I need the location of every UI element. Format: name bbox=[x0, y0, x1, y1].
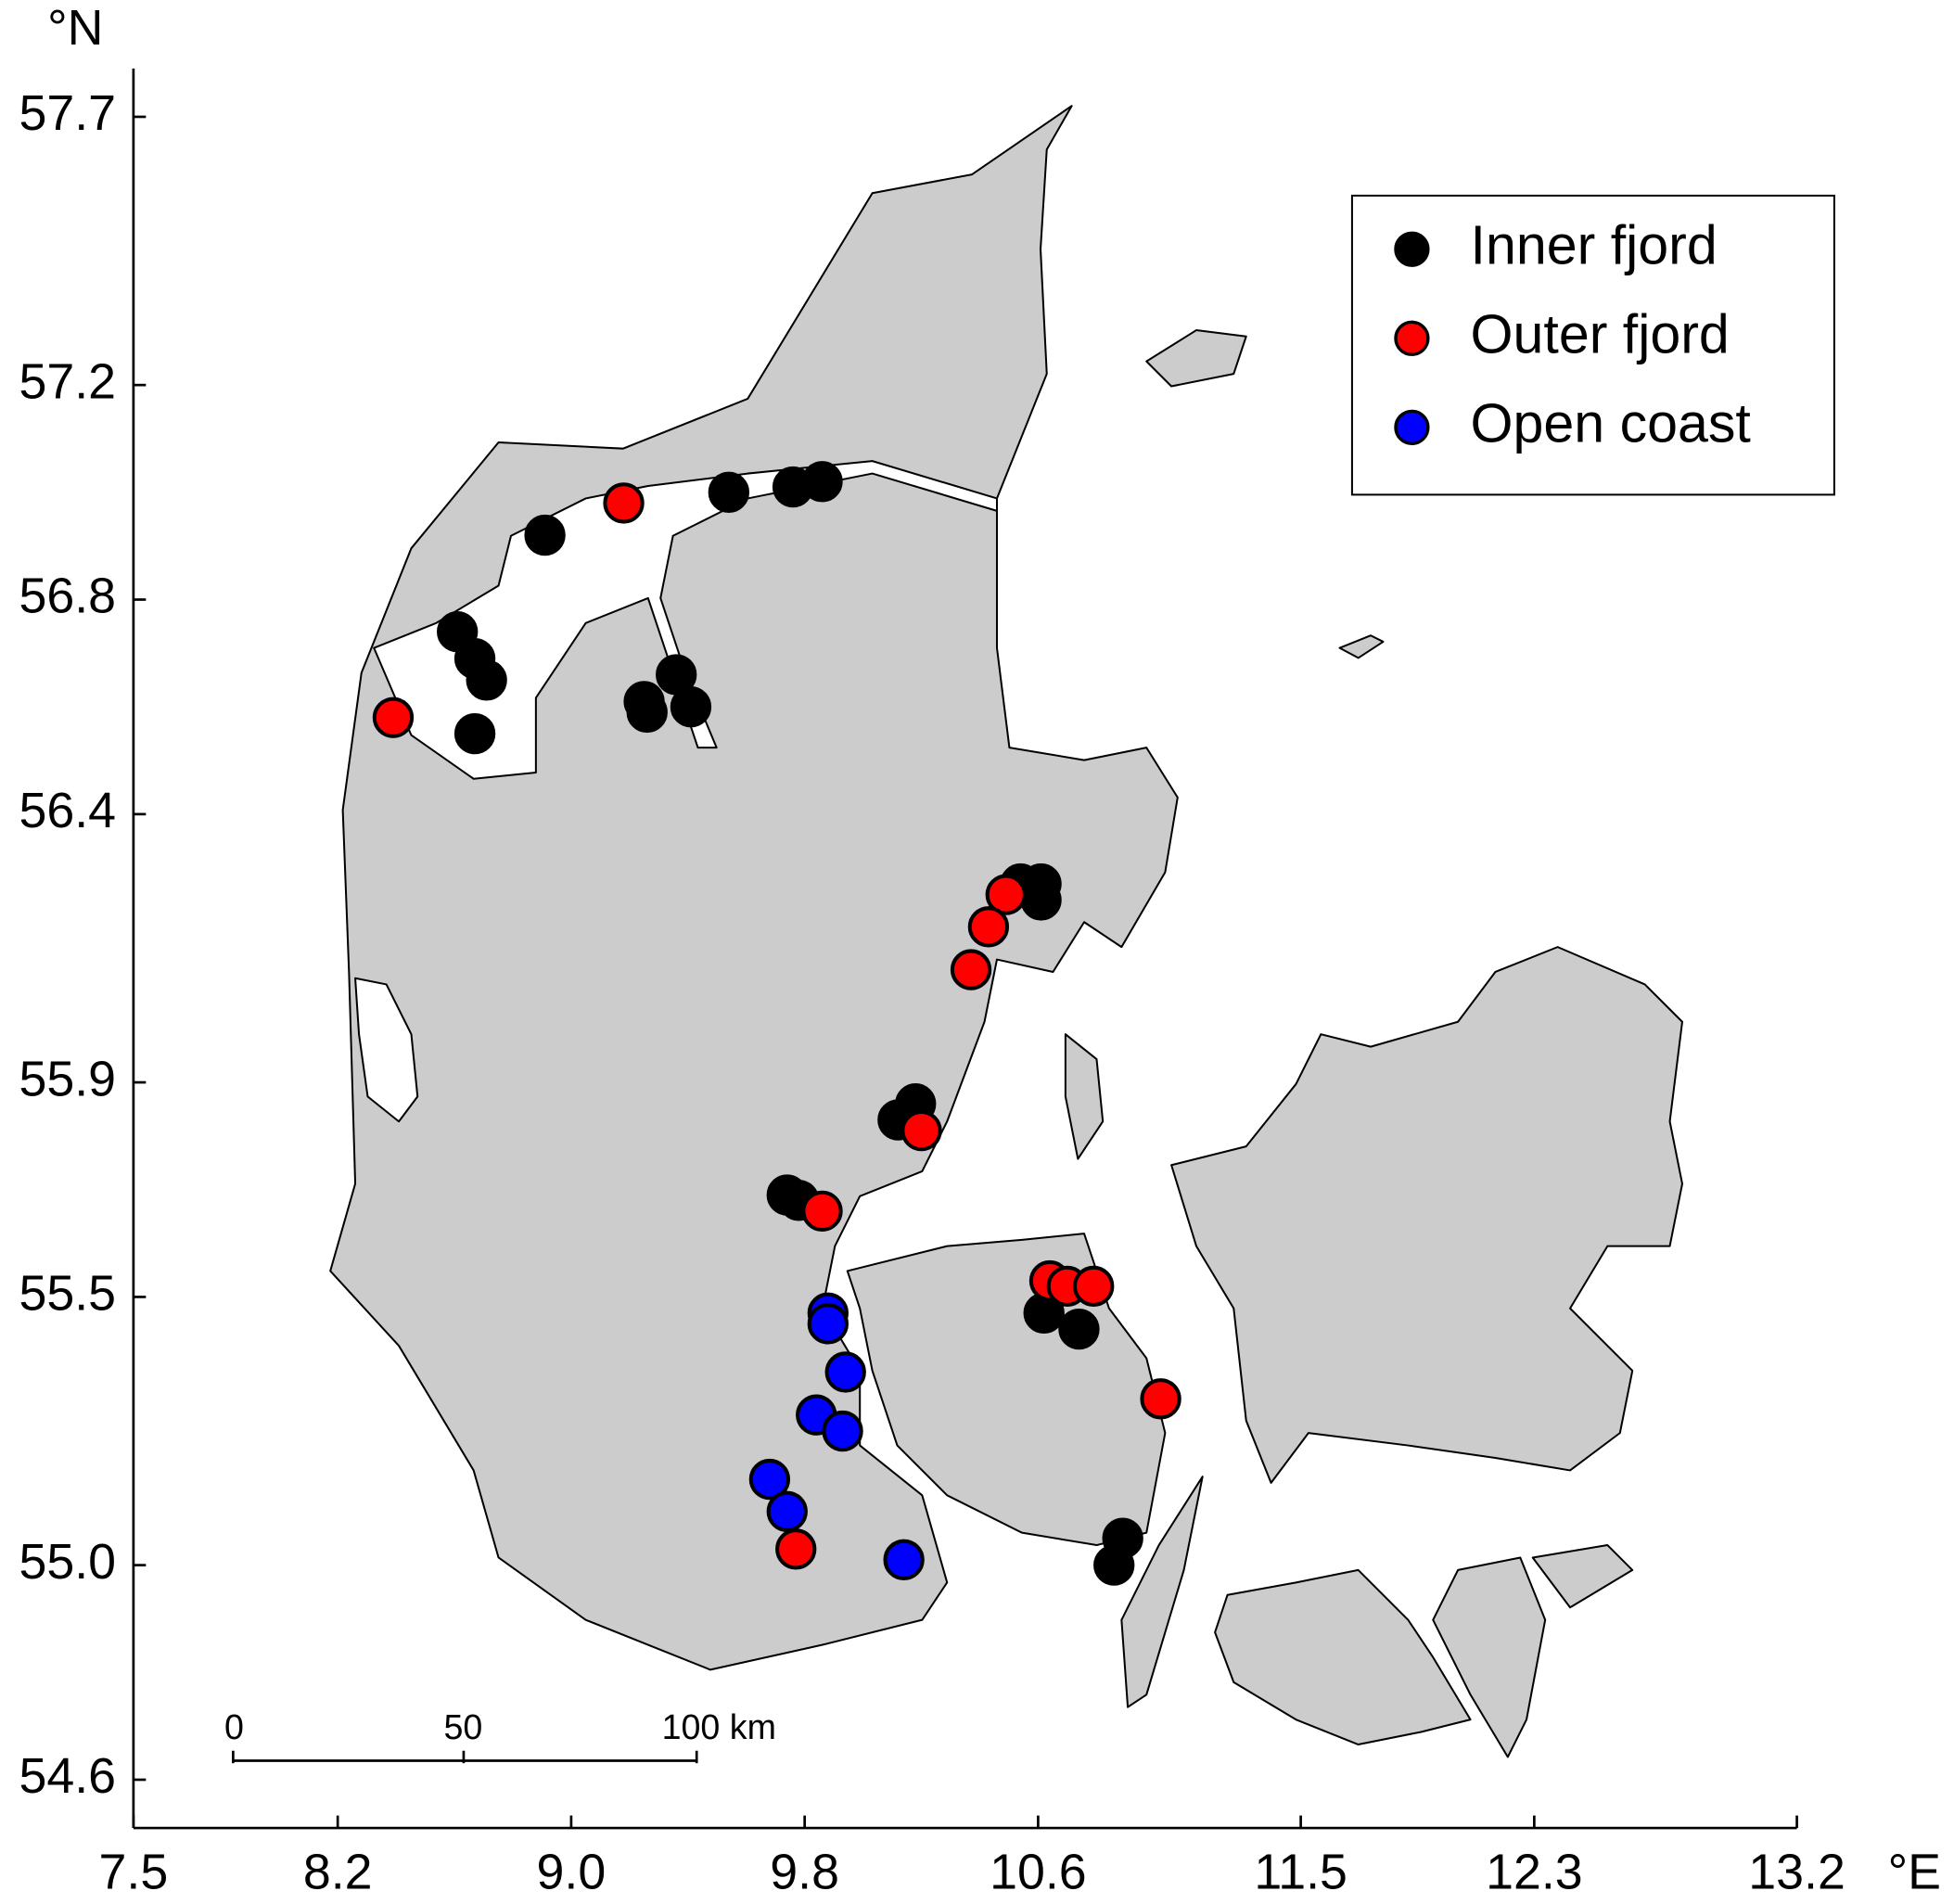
falster bbox=[1432, 1556, 1547, 1758]
legend: Inner fjord Outer fjord Open coast bbox=[1350, 194, 1835, 496]
site-marker bbox=[748, 1458, 791, 1501]
x-tick-label: 11.5 bbox=[1254, 1844, 1347, 1899]
legend-label: Outer fjord bbox=[1471, 302, 1730, 364]
legend-box bbox=[1350, 194, 1835, 496]
site-marker bbox=[453, 712, 496, 755]
site-marker bbox=[670, 686, 712, 728]
x-tick-label: 9.8 bbox=[770, 1844, 839, 1899]
ringkobing-fjord bbox=[354, 977, 419, 1123]
x-tick-label: 8.2 bbox=[303, 1844, 373, 1899]
legend-label: Inner fjord bbox=[1471, 213, 1718, 275]
y-axis-label: °N bbox=[47, 0, 103, 56]
site-marker bbox=[1073, 1265, 1115, 1308]
legend-marker bbox=[1394, 231, 1430, 267]
site-marker bbox=[775, 1528, 817, 1570]
scale-bar-label: 0 bbox=[224, 1707, 244, 1746]
scale-bar-label: 50 bbox=[443, 1707, 482, 1746]
site-marker bbox=[708, 471, 750, 514]
laeso bbox=[1145, 329, 1247, 388]
y-tick-label: 56.8 bbox=[19, 569, 116, 624]
site-marker bbox=[603, 482, 645, 524]
x-tick-label: 12.3 bbox=[1486, 1844, 1583, 1899]
land bbox=[329, 105, 1683, 1758]
zealand bbox=[1170, 946, 1683, 1484]
site-marker bbox=[372, 696, 415, 738]
site-marker bbox=[1020, 879, 1062, 921]
x-tick-label: 7.5 bbox=[99, 1844, 169, 1899]
x-axis-label: °E bbox=[1888, 1844, 1941, 1899]
site-marker bbox=[1058, 1308, 1100, 1350]
site-marker bbox=[950, 949, 992, 990]
y-tick-label: 55.9 bbox=[19, 1051, 116, 1106]
site-marker bbox=[766, 1490, 808, 1532]
x-tick-label: 9.0 bbox=[537, 1844, 607, 1899]
site-marker bbox=[883, 1539, 925, 1581]
y-tick-label: 55.0 bbox=[19, 1534, 116, 1590]
langeland bbox=[1120, 1476, 1204, 1708]
anholt bbox=[1338, 634, 1385, 659]
site-marker bbox=[801, 1190, 843, 1233]
site-marker bbox=[524, 514, 566, 556]
site-marker bbox=[822, 1410, 863, 1452]
site-marker bbox=[801, 461, 843, 503]
site-marker bbox=[807, 1303, 849, 1345]
site-marker bbox=[466, 659, 507, 701]
samso bbox=[1064, 1033, 1105, 1160]
scale-bar-label: 100 km bbox=[662, 1707, 776, 1746]
y-tick-label: 56.4 bbox=[19, 783, 116, 838]
legend-label: Open coast bbox=[1471, 391, 1751, 454]
site-marker bbox=[967, 906, 1010, 948]
y-tick-label: 55.5 bbox=[19, 1266, 116, 1322]
x-tick-label: 13.2 bbox=[1748, 1844, 1845, 1899]
site-marker bbox=[985, 874, 1027, 915]
legend-marker bbox=[1394, 320, 1430, 356]
lolland bbox=[1214, 1568, 1472, 1746]
site-marker bbox=[900, 1109, 942, 1152]
scale-bar: 0 50 100 km bbox=[224, 1707, 776, 1764]
x-tick-label: 10.6 bbox=[990, 1844, 1087, 1899]
y-tick-label: 54.6 bbox=[19, 1748, 116, 1804]
legend-marker bbox=[1394, 409, 1430, 445]
site-marker bbox=[1140, 1378, 1181, 1420]
site-marker bbox=[626, 691, 668, 734]
y-tick-label: 57.7 bbox=[19, 85, 116, 141]
mon bbox=[1531, 1544, 1634, 1609]
y-tick-label: 57.2 bbox=[19, 353, 116, 409]
site-marker bbox=[1093, 1544, 1135, 1586]
site-marker bbox=[824, 1351, 866, 1393]
